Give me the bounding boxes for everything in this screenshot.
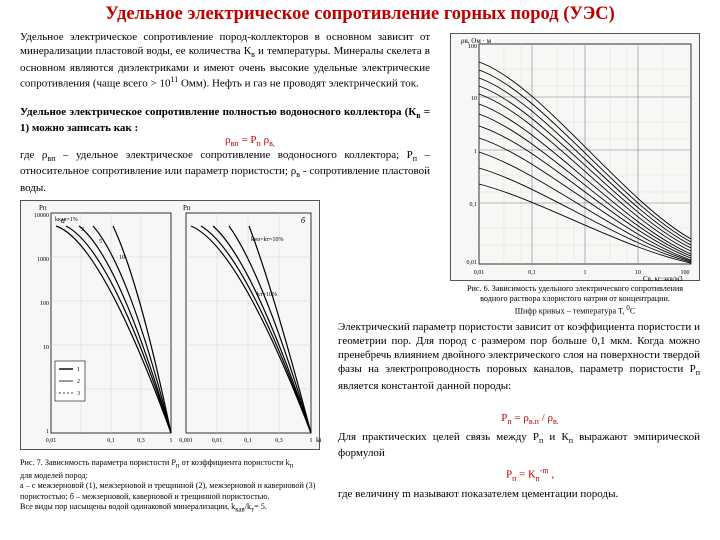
svg-text:1: 1 (310, 438, 313, 444)
svg-text:Рп: Рп (183, 204, 191, 212)
figure-7-caption: Рис. 7. Зависимость параметра пористости… (20, 458, 320, 515)
figure-7-chart: а kкав=1% 3 5 10 10000 1000 (20, 200, 320, 450)
svg-text:3: 3 (81, 227, 84, 233)
svg-text:0,1: 0,1 (107, 438, 115, 444)
paragraph-6: где величину m называют показателем цеме… (338, 487, 700, 501)
formula-pp-kp: Рп = Кп-m , (440, 466, 620, 483)
svg-text:Св, кг·экв/м3: Св, кг·экв/м3 (643, 275, 683, 282)
svg-text:kт=10%: kт=10% (257, 292, 277, 298)
svg-text:б: б (301, 216, 306, 225)
paragraph-1: Удельное электрическое сопротивление пор… (20, 30, 430, 90)
svg-text:10: 10 (43, 345, 49, 351)
formula-rho-vp: ρвп = Рп ρв, (150, 134, 350, 148)
paragraph-5: Для практических целей связь между Рп и … (338, 430, 700, 461)
svg-text:0,01: 0,01 (467, 260, 478, 266)
svg-text:0,3: 0,3 (275, 438, 283, 444)
svg-text:kкав=1%: kкав=1% (55, 217, 78, 223)
figure-6-chart: ρв, Ом · м 100 10 1 0,1 0,01 0,01 0,1 1 … (450, 33, 700, 281)
svg-text:3: 3 (77, 391, 80, 397)
svg-text:10: 10 (119, 255, 125, 261)
svg-text:0,001: 0,001 (179, 438, 193, 444)
svg-text:Рп: Рп (39, 204, 47, 212)
figure-6-caption: Рис. 6. Зависимость удельного электричес… (445, 284, 705, 316)
svg-text:10: 10 (635, 270, 641, 276)
svg-text:1: 1 (170, 438, 173, 444)
svg-text:kп: kп (316, 436, 321, 444)
svg-text:1: 1 (77, 367, 80, 373)
svg-text:5: 5 (99, 239, 102, 245)
svg-text:0,01: 0,01 (212, 438, 223, 444)
svg-text:100: 100 (468, 44, 477, 50)
paragraph-4: Электрический параметр пористости зависи… (338, 320, 700, 393)
paragraph-3: где ρвп – удельное электрическое сопроти… (20, 148, 430, 195)
svg-text:1: 1 (46, 429, 49, 435)
paragraph-2: Удельное электрическое сопротивление пол… (20, 105, 430, 136)
svg-text:10000: 10000 (34, 213, 49, 219)
svg-text:1: 1 (474, 149, 477, 155)
formula-pp-ratio: Рп = ρв.п / ρв. (440, 412, 620, 426)
svg-text:0,3: 0,3 (137, 438, 145, 444)
svg-text:0,1: 0,1 (244, 438, 252, 444)
svg-text:0,01: 0,01 (474, 270, 485, 276)
page-title: Удельное электрическое сопротивление гор… (0, 4, 720, 25)
svg-text:0,01: 0,01 (46, 438, 57, 444)
svg-text:1: 1 (584, 270, 587, 276)
svg-text:0,1: 0,1 (528, 270, 536, 276)
svg-text:2: 2 (77, 379, 80, 385)
svg-text:1000: 1000 (37, 257, 49, 263)
svg-text:100: 100 (40, 301, 49, 307)
svg-text:10: 10 (471, 96, 477, 102)
svg-text:0,1: 0,1 (470, 202, 478, 208)
svg-text:kмз=kт=10%: kмз=kт=10% (251, 237, 284, 243)
